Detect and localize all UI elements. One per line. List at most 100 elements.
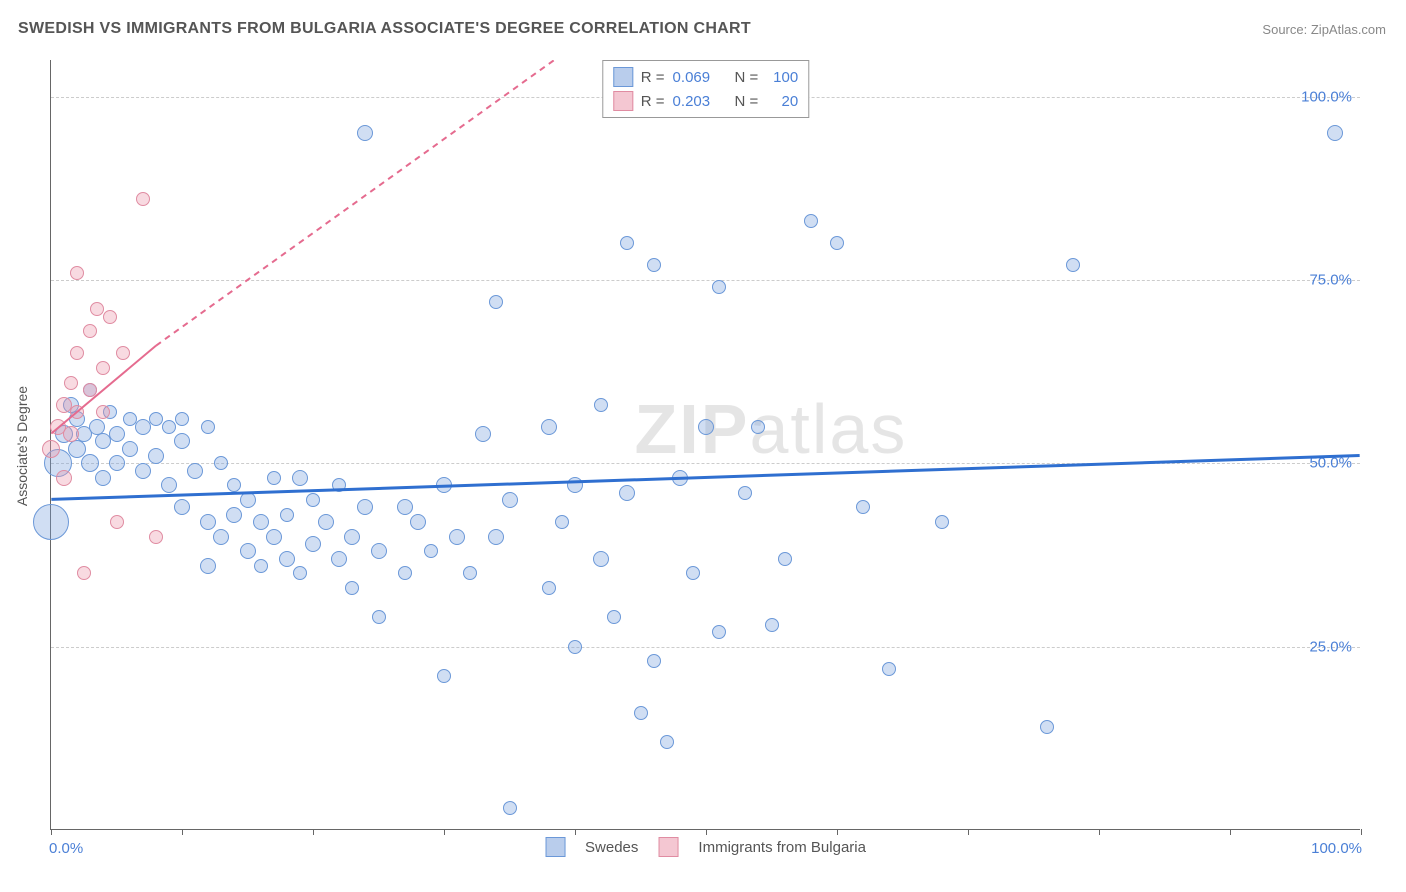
legend-r-label: R = [641,93,665,110]
data-point [357,125,373,141]
data-point [593,551,609,567]
data-point [83,324,97,338]
data-point [437,669,451,683]
data-point [778,552,792,566]
data-point [148,448,164,464]
x-tick [1361,829,1362,835]
data-point [63,426,79,442]
data-point [1040,720,1054,734]
data-point [357,499,373,515]
data-point [161,477,177,493]
data-point [81,454,99,472]
data-point [882,662,896,676]
data-point [332,478,346,492]
data-point [109,455,125,471]
x-tick [444,829,445,835]
data-point [660,735,674,749]
data-point [672,470,688,486]
source-label: Source: [1262,22,1307,37]
data-point [240,492,256,508]
data-point [607,610,621,624]
data-point [116,346,130,360]
data-point [110,515,124,529]
data-point [149,412,163,426]
x-tick [706,829,707,835]
data-point [33,504,69,540]
data-point [502,492,518,508]
data-point [751,420,765,434]
data-point [436,477,452,493]
data-point [410,514,426,530]
legend-row: R =0.069 N =100 [613,65,798,89]
data-point [686,566,700,580]
data-point [227,478,241,492]
source-link[interactable]: ZipAtlas.com [1311,22,1386,37]
data-point [89,419,105,435]
data-point [292,470,308,486]
legend-n-label: N = [734,69,758,86]
data-point [90,302,104,316]
x-tick [1099,829,1100,835]
data-point [96,361,110,375]
x-tick [968,829,969,835]
legend-r-value: 0.069 [673,69,711,86]
gridline [51,647,1360,648]
data-point [594,398,608,412]
data-point [331,551,347,567]
data-point [555,515,569,529]
data-point [279,551,295,567]
scatter-plot-area: ZIPatlas R =0.069 N =100R =0.203 N =20 0… [50,60,1360,830]
x-tick [837,829,838,835]
data-point [213,529,229,545]
data-point [174,499,190,515]
data-point [698,419,714,435]
data-point [488,529,504,545]
data-point [738,486,752,500]
data-point [371,543,387,559]
legend-swatch [613,67,633,87]
data-point [83,383,97,397]
legend-swatch [658,837,678,857]
data-point [56,470,72,486]
correlation-legend: R =0.069 N =100R =0.203 N =20 [602,60,809,118]
data-point [765,618,779,632]
data-point [68,440,86,458]
data-point [253,514,269,530]
gridline [51,463,1360,464]
data-point [149,530,163,544]
data-point [77,566,91,580]
data-point [463,566,477,580]
data-point [70,405,84,419]
y-tick-label: 75.0% [1309,272,1352,289]
data-point [42,440,60,458]
data-point [567,477,583,493]
data-point [254,559,268,573]
data-point [1066,258,1080,272]
data-point [475,426,491,442]
legend-n-value: 20 [766,93,798,110]
legend-n-label: N = [734,93,758,110]
x-tick [51,829,52,835]
data-point [503,801,517,815]
data-point [449,529,465,545]
legend-series-label: Swedes [585,839,638,856]
data-point [318,514,334,530]
data-point [345,581,359,595]
data-point [280,508,294,522]
data-point [293,566,307,580]
source-attribution: Source: ZipAtlas.com [1262,22,1386,37]
legend-swatch [613,91,633,111]
series-legend: Swedes Immigrants from Bulgaria [545,837,866,857]
legend-series-label: Immigrants from Bulgaria [698,839,866,856]
x-axis-max-label: 100.0% [1311,840,1362,857]
data-point [201,420,215,434]
data-point [109,426,125,442]
y-tick-label: 50.0% [1309,455,1352,472]
data-point [70,266,84,280]
x-tick [1230,829,1231,835]
data-point [267,471,281,485]
data-point [830,236,844,250]
data-point [174,433,190,449]
data-point [712,280,726,294]
data-point [619,485,635,501]
